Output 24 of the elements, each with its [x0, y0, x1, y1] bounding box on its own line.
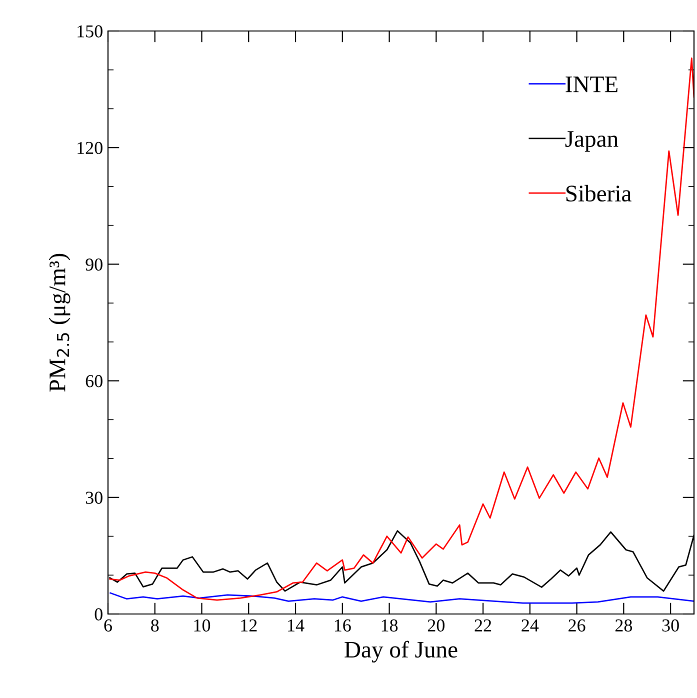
x-tick-label: 16 — [334, 619, 351, 632]
y-tick-label: 30 — [86, 492, 102, 504]
y-tick-label: 120 — [78, 142, 102, 154]
x-tick-label: 12 — [241, 619, 257, 632]
x-tick-label: 30 — [662, 619, 679, 632]
legend-label: Japan — [565, 131, 618, 152]
x-tick-label: 24 — [522, 619, 539, 632]
y-tick-label: 60 — [86, 375, 102, 388]
x-tick-label: 8 — [151, 619, 159, 632]
x-tick-label: 10 — [194, 619, 210, 632]
y-tick-label: 0 — [94, 608, 102, 620]
y-tick-label: 150 — [78, 25, 102, 38]
x-tick-label: 14 — [288, 619, 304, 632]
x-tick-label: 22 — [474, 619, 492, 632]
x-tick-label: 18 — [382, 619, 398, 632]
x-tick-label: 28 — [615, 619, 632, 632]
legend-label: INTE — [566, 76, 618, 92]
x-tick-label: 20 — [428, 619, 444, 632]
legend-label: Siberia — [566, 184, 632, 202]
y-tick-label: 90 — [86, 258, 102, 271]
y-axis-title: PM$_{2.5}$ (μg/m³) — [48, 254, 70, 392]
x-tick-label: 6 — [104, 619, 112, 632]
x-axis-title: Day of June — [344, 640, 458, 663]
x-tick-label: 26 — [568, 619, 586, 632]
